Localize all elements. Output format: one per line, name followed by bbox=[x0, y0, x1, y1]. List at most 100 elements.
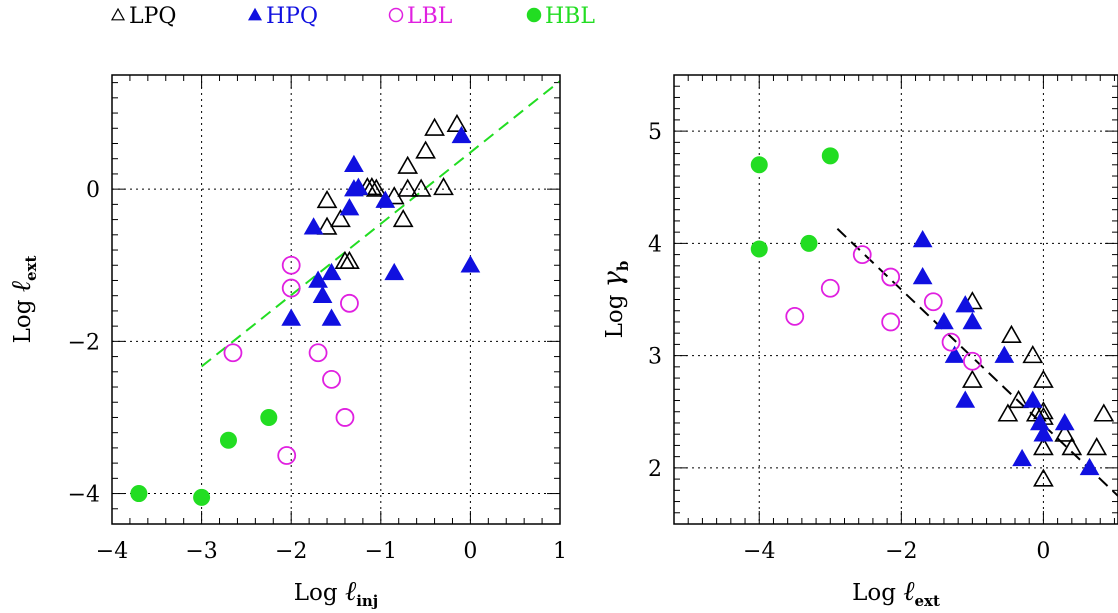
point-lbl bbox=[340, 293, 359, 313]
point-hbl bbox=[219, 431, 237, 449]
point-hpq bbox=[1012, 448, 1032, 467]
series-lbl bbox=[223, 255, 359, 465]
fit-line bbox=[200, 80, 561, 368]
point-lpq bbox=[365, 178, 387, 197]
point-lpq bbox=[1061, 437, 1083, 456]
y-tick-label: 5 bbox=[648, 120, 662, 145]
point-hpq bbox=[934, 311, 954, 330]
point-hbl bbox=[260, 408, 278, 426]
grid bbox=[112, 75, 560, 524]
fit-line bbox=[836, 228, 1118, 497]
point-lbl bbox=[881, 267, 901, 287]
y-axis-label: Log γb bbox=[598, 261, 632, 339]
series-hpq bbox=[912, 229, 1100, 476]
point-lpq bbox=[410, 178, 432, 197]
point-hpq bbox=[384, 262, 405, 281]
legend-item-lbl: LBL bbox=[388, 4, 453, 29]
y-tick-label: 3 bbox=[648, 345, 662, 370]
y-axis-label: Log ℓext bbox=[6, 256, 40, 344]
point-lpq bbox=[1033, 437, 1054, 456]
point-lbl bbox=[322, 370, 341, 389]
point-lbl bbox=[308, 343, 328, 363]
point-hbl bbox=[821, 147, 839, 165]
point-hpq bbox=[460, 255, 481, 273]
legend-item-hpq: HPQ bbox=[247, 4, 318, 29]
point-lbl bbox=[277, 446, 297, 465]
x-tick-label: 0 bbox=[463, 539, 477, 564]
point-lpq bbox=[361, 177, 383, 196]
point-lbl bbox=[962, 351, 982, 371]
point-hpq bbox=[303, 217, 324, 235]
point-hpq bbox=[1029, 412, 1050, 431]
point-hbl bbox=[193, 488, 211, 506]
plot-frame bbox=[673, 74, 1118, 525]
point-lpq bbox=[1033, 369, 1054, 388]
point-lbl bbox=[820, 278, 840, 298]
legend-marker-hbl bbox=[526, 7, 542, 23]
series-hbl bbox=[130, 408, 278, 506]
ticks bbox=[111, 75, 560, 525]
point-hpq bbox=[321, 308, 342, 326]
left-panel: −4 −3 −2 −1 0 1 −4 −2 0 Log ℓinj Log ℓext bbox=[6, 74, 567, 610]
point-lpq bbox=[1001, 324, 1022, 343]
series-hbl bbox=[750, 147, 839, 258]
point-hpq bbox=[339, 198, 360, 216]
point-lpq bbox=[997, 403, 1019, 422]
point-hpq bbox=[451, 125, 472, 144]
point-lpq bbox=[397, 178, 419, 197]
point-hpq bbox=[348, 177, 369, 195]
point-hpq bbox=[944, 345, 965, 363]
point-hpq bbox=[312, 285, 333, 303]
point-lpq bbox=[961, 369, 983, 388]
point-hpq bbox=[321, 262, 342, 281]
point-lbl bbox=[335, 408, 355, 427]
point-lpq bbox=[424, 117, 445, 136]
point-hpq bbox=[955, 390, 976, 408]
legend-marker-lbl bbox=[388, 7, 404, 23]
point-hpq bbox=[1079, 457, 1100, 476]
point-lpq bbox=[330, 208, 351, 228]
legend-label-hpq: HPQ bbox=[266, 4, 318, 29]
x-axis-label: Log ℓinj bbox=[294, 576, 378, 610]
x-tick-label: 1 bbox=[553, 539, 567, 564]
point-lpq bbox=[1033, 468, 1054, 487]
series-lpq bbox=[961, 291, 1115, 487]
series-hpq bbox=[281, 125, 481, 326]
point-hpq bbox=[962, 311, 983, 330]
point-lpq bbox=[1093, 403, 1115, 422]
point-lpq bbox=[392, 208, 414, 228]
legend-item-lpq: LPQ bbox=[110, 4, 176, 29]
x-tick-label: −2 bbox=[275, 539, 307, 564]
legend-label-lpq: LPQ bbox=[129, 4, 176, 29]
point-lpq bbox=[415, 140, 436, 159]
point-hpq bbox=[912, 229, 933, 248]
x-tick-label: 0 bbox=[1036, 539, 1050, 564]
right-panel: −4 −2 0 2 3 4 5 Log ℓext Log γb bbox=[598, 74, 1118, 610]
point-lbl bbox=[223, 343, 243, 363]
legend-label-lbl: LBL bbox=[407, 4, 453, 29]
legend-item-hbl: HBL bbox=[526, 4, 595, 29]
point-lbl bbox=[941, 332, 961, 352]
point-lpq bbox=[433, 177, 454, 196]
point-lpq bbox=[446, 113, 468, 133]
y-tick-label: 4 bbox=[648, 232, 662, 257]
x-tick-label: −3 bbox=[185, 539, 217, 564]
x-axis-label: Log ℓext bbox=[852, 576, 940, 610]
y-tick-label: 2 bbox=[648, 457, 662, 482]
y-tick-label: −2 bbox=[68, 330, 100, 355]
x-tick-label: −1 bbox=[365, 539, 397, 564]
plot-frame bbox=[111, 74, 561, 525]
point-hbl bbox=[750, 240, 768, 258]
point-lbl bbox=[923, 292, 943, 312]
point-lbl bbox=[852, 245, 872, 265]
point-lpq bbox=[397, 155, 419, 174]
point-hbl bbox=[800, 234, 818, 252]
legend-marker-lpq bbox=[110, 7, 126, 21]
x-tick-label: −4 bbox=[96, 539, 128, 564]
point-hpq bbox=[1022, 390, 1043, 408]
point-hpq bbox=[955, 295, 976, 313]
point-hpq bbox=[375, 190, 396, 208]
point-lbl bbox=[881, 312, 901, 332]
point-lpq bbox=[1033, 401, 1054, 420]
series-lbl bbox=[785, 245, 982, 371]
